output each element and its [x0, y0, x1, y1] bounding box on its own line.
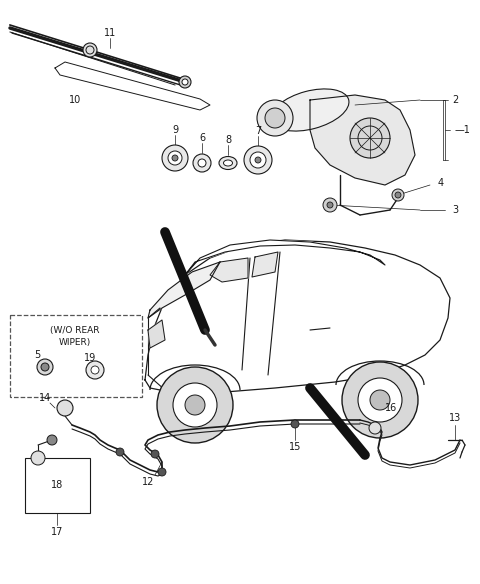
Circle shape	[157, 367, 233, 443]
Circle shape	[182, 79, 188, 85]
Circle shape	[83, 43, 97, 57]
Circle shape	[162, 145, 188, 171]
Polygon shape	[148, 320, 165, 348]
FancyBboxPatch shape	[25, 458, 90, 513]
Circle shape	[151, 450, 159, 458]
Circle shape	[31, 451, 45, 465]
Circle shape	[86, 361, 104, 379]
Ellipse shape	[271, 89, 349, 131]
Circle shape	[179, 76, 191, 88]
Text: 4: 4	[438, 178, 444, 188]
Circle shape	[57, 400, 73, 416]
Circle shape	[370, 390, 390, 410]
Circle shape	[395, 192, 401, 198]
Circle shape	[158, 468, 166, 476]
Circle shape	[392, 189, 404, 201]
Ellipse shape	[219, 157, 237, 169]
Text: 19: 19	[84, 353, 96, 363]
Circle shape	[185, 395, 205, 415]
Circle shape	[41, 363, 49, 371]
Text: 13: 13	[449, 413, 461, 423]
Circle shape	[172, 155, 178, 161]
Polygon shape	[185, 240, 385, 275]
Text: 14: 14	[39, 393, 51, 403]
Text: 8: 8	[225, 135, 231, 145]
Circle shape	[37, 359, 53, 375]
Text: 12: 12	[142, 477, 154, 487]
Circle shape	[323, 198, 337, 212]
Circle shape	[257, 100, 293, 136]
Circle shape	[350, 118, 390, 158]
Ellipse shape	[224, 160, 232, 166]
Text: WIPER): WIPER)	[59, 339, 91, 347]
Circle shape	[265, 108, 285, 128]
Text: 11: 11	[104, 28, 116, 38]
Text: (W/O REAR: (W/O REAR	[50, 325, 100, 335]
Text: 7: 7	[255, 126, 261, 136]
Text: 6: 6	[199, 133, 205, 143]
FancyBboxPatch shape	[10, 315, 142, 397]
Polygon shape	[252, 252, 278, 277]
Polygon shape	[55, 62, 210, 110]
Text: 18: 18	[51, 480, 63, 490]
Text: 15: 15	[289, 442, 301, 452]
Polygon shape	[210, 258, 248, 282]
Circle shape	[255, 157, 261, 163]
Text: 3: 3	[452, 205, 458, 215]
Circle shape	[244, 146, 272, 174]
Text: 5: 5	[34, 350, 40, 360]
Circle shape	[358, 378, 402, 422]
Circle shape	[198, 159, 206, 167]
Circle shape	[291, 420, 299, 428]
Polygon shape	[148, 262, 220, 318]
Text: 17: 17	[51, 527, 63, 537]
Circle shape	[342, 362, 418, 438]
Text: 2: 2	[452, 95, 458, 105]
Circle shape	[116, 448, 124, 456]
Circle shape	[369, 422, 381, 434]
Text: 16: 16	[385, 403, 397, 413]
Circle shape	[173, 383, 217, 427]
Circle shape	[327, 202, 333, 208]
Circle shape	[193, 154, 211, 172]
Circle shape	[168, 151, 182, 165]
Circle shape	[250, 152, 266, 168]
Polygon shape	[310, 95, 415, 185]
Circle shape	[91, 366, 99, 374]
Text: —1: —1	[455, 125, 471, 135]
Polygon shape	[145, 240, 450, 392]
Text: 10: 10	[69, 95, 81, 105]
Text: 9: 9	[172, 125, 178, 135]
Circle shape	[47, 435, 57, 445]
